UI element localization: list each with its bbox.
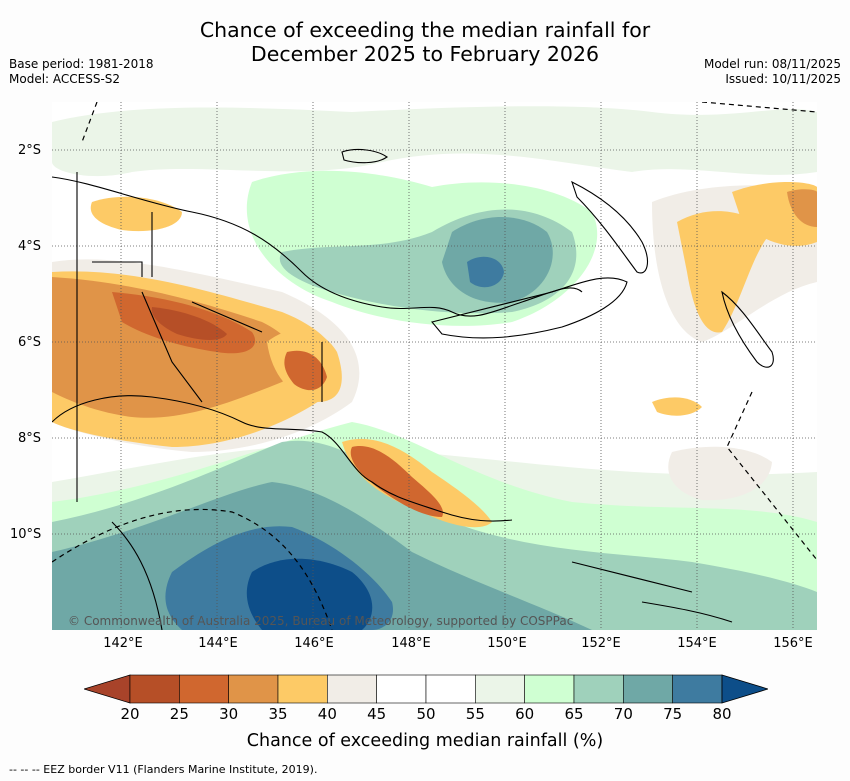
colorbar-swatch-55-60 bbox=[475, 674, 525, 704]
lon-label-150e: 150°E bbox=[487, 636, 527, 651]
colorbar-arrow-low bbox=[84, 674, 131, 704]
colorbar-swatch-75-80 bbox=[672, 674, 723, 704]
colorbar-arrow-high bbox=[721, 674, 768, 704]
coast-manus bbox=[341, 148, 388, 164]
coastlines bbox=[52, 148, 774, 630]
rainfall-map bbox=[52, 102, 817, 630]
region-35-far-east bbox=[787, 189, 817, 227]
colorbar-swatch-20-25 bbox=[129, 674, 180, 704]
colorbar-swatch-35-40 bbox=[277, 674, 328, 704]
colorbar-tick-20: 20 bbox=[120, 705, 140, 723]
coast-new-britain bbox=[431, 277, 628, 339]
colorbar-tick-65: 65 bbox=[564, 705, 584, 723]
coast-new-guinea-south bbox=[52, 395, 513, 522]
colorbar-swatch-50-55 bbox=[425, 674, 476, 704]
lat-label-8s: 8°S bbox=[18, 431, 42, 446]
colorbar-tick-35: 35 bbox=[268, 705, 288, 723]
lon-label-142e: 142°E bbox=[103, 636, 143, 651]
region-40-nw bbox=[90, 196, 182, 232]
colorbar-swatch-45-50 bbox=[376, 674, 427, 704]
lon-label-154e: 154°E bbox=[677, 636, 717, 651]
map-svg bbox=[52, 102, 817, 630]
colorbar-title: Chance of exceeding median rainfall (%) bbox=[246, 731, 604, 751]
coast-australia bbox=[111, 521, 163, 630]
region-45-southeast-east bbox=[668, 446, 772, 501]
coast-bougainville bbox=[721, 290, 774, 368]
colorbar-tick-55: 55 bbox=[465, 705, 485, 723]
region-30-central bbox=[284, 350, 327, 391]
lon-label-152e: 152°E bbox=[581, 636, 621, 651]
issued-date: Issued: 10/11/2025 bbox=[725, 72, 841, 86]
colorbar-tick-60: 60 bbox=[515, 705, 535, 723]
colorbar-swatch-30-35 bbox=[228, 674, 279, 704]
coast-new-guinea-north bbox=[52, 176, 583, 317]
colorbar-tick-80: 80 bbox=[712, 705, 732, 723]
region-35-west bbox=[52, 277, 298, 418]
region-80-center bbox=[467, 256, 504, 288]
copyright-notice: © Commonwealth of Australia 2025, Bureau… bbox=[68, 614, 574, 628]
region-40-east bbox=[677, 211, 772, 333]
colorbar-swatch-70-75 bbox=[623, 674, 673, 704]
region-30-southeast bbox=[350, 446, 443, 517]
colorbar-swatch-25-30 bbox=[179, 674, 229, 704]
colorbar-swatch-60-65 bbox=[524, 674, 575, 704]
lat-label-6s: 6°S bbox=[18, 335, 42, 350]
lon-label-156e: 156°E bbox=[773, 636, 813, 651]
colorbar-tick-45: 45 bbox=[367, 705, 387, 723]
colorbar-swatch-65-70 bbox=[573, 674, 624, 704]
lat-label-2s: 2°S bbox=[18, 143, 42, 158]
colorbar-swatch-40-45 bbox=[327, 674, 377, 704]
model-run: Model run: 08/11/2025 bbox=[703, 57, 841, 71]
eez-legend: -- -- -- EEZ border V11 (Flanders Marine… bbox=[9, 763, 318, 776]
model-info: Base period: 1981-2018 Model: ACCESS-S2 bbox=[9, 57, 154, 87]
colorbar bbox=[84, 674, 768, 704]
lon-label-144e: 144°E bbox=[198, 636, 238, 651]
lon-label-148e: 148°E bbox=[391, 636, 431, 651]
title-line-2: December 2025 to February 2026 bbox=[250, 42, 600, 66]
region-85-south bbox=[246, 558, 373, 630]
region-25-west bbox=[151, 307, 227, 340]
colorbar-tick-50: 50 bbox=[416, 705, 436, 723]
coast-new-ireland bbox=[571, 180, 648, 274]
coast-solomons bbox=[571, 561, 733, 623]
graticule bbox=[52, 102, 817, 630]
colorbar-tick-70: 70 bbox=[613, 705, 633, 723]
lon-label-146e: 146°E bbox=[294, 636, 334, 651]
lat-label-4s: 4°S bbox=[18, 239, 42, 254]
chart-title: Chance of exceeding the median rainfall … bbox=[0, 18, 850, 66]
region-75-center bbox=[442, 217, 553, 303]
colorbar-tick-30: 30 bbox=[219, 705, 239, 723]
colorbar-tick-25: 25 bbox=[169, 705, 189, 723]
title-line-1: Chance of exceeding the median rainfall … bbox=[199, 18, 651, 42]
eez-borders bbox=[52, 102, 817, 630]
model-name: Model: ACCESS-S2 bbox=[9, 72, 121, 86]
run-info: Model run: 08/11/2025 Issued: 10/11/2025 bbox=[704, 57, 841, 87]
colorbar-tick-75: 75 bbox=[663, 705, 683, 723]
region-40-small-east bbox=[652, 397, 702, 416]
base-period: Base period: 1981-2018 bbox=[9, 57, 154, 71]
region-60-north bbox=[52, 106, 817, 177]
colorbar-tick-40: 40 bbox=[317, 705, 337, 723]
border-provinces bbox=[92, 212, 323, 403]
lat-label-10s: 10°S bbox=[10, 527, 42, 542]
